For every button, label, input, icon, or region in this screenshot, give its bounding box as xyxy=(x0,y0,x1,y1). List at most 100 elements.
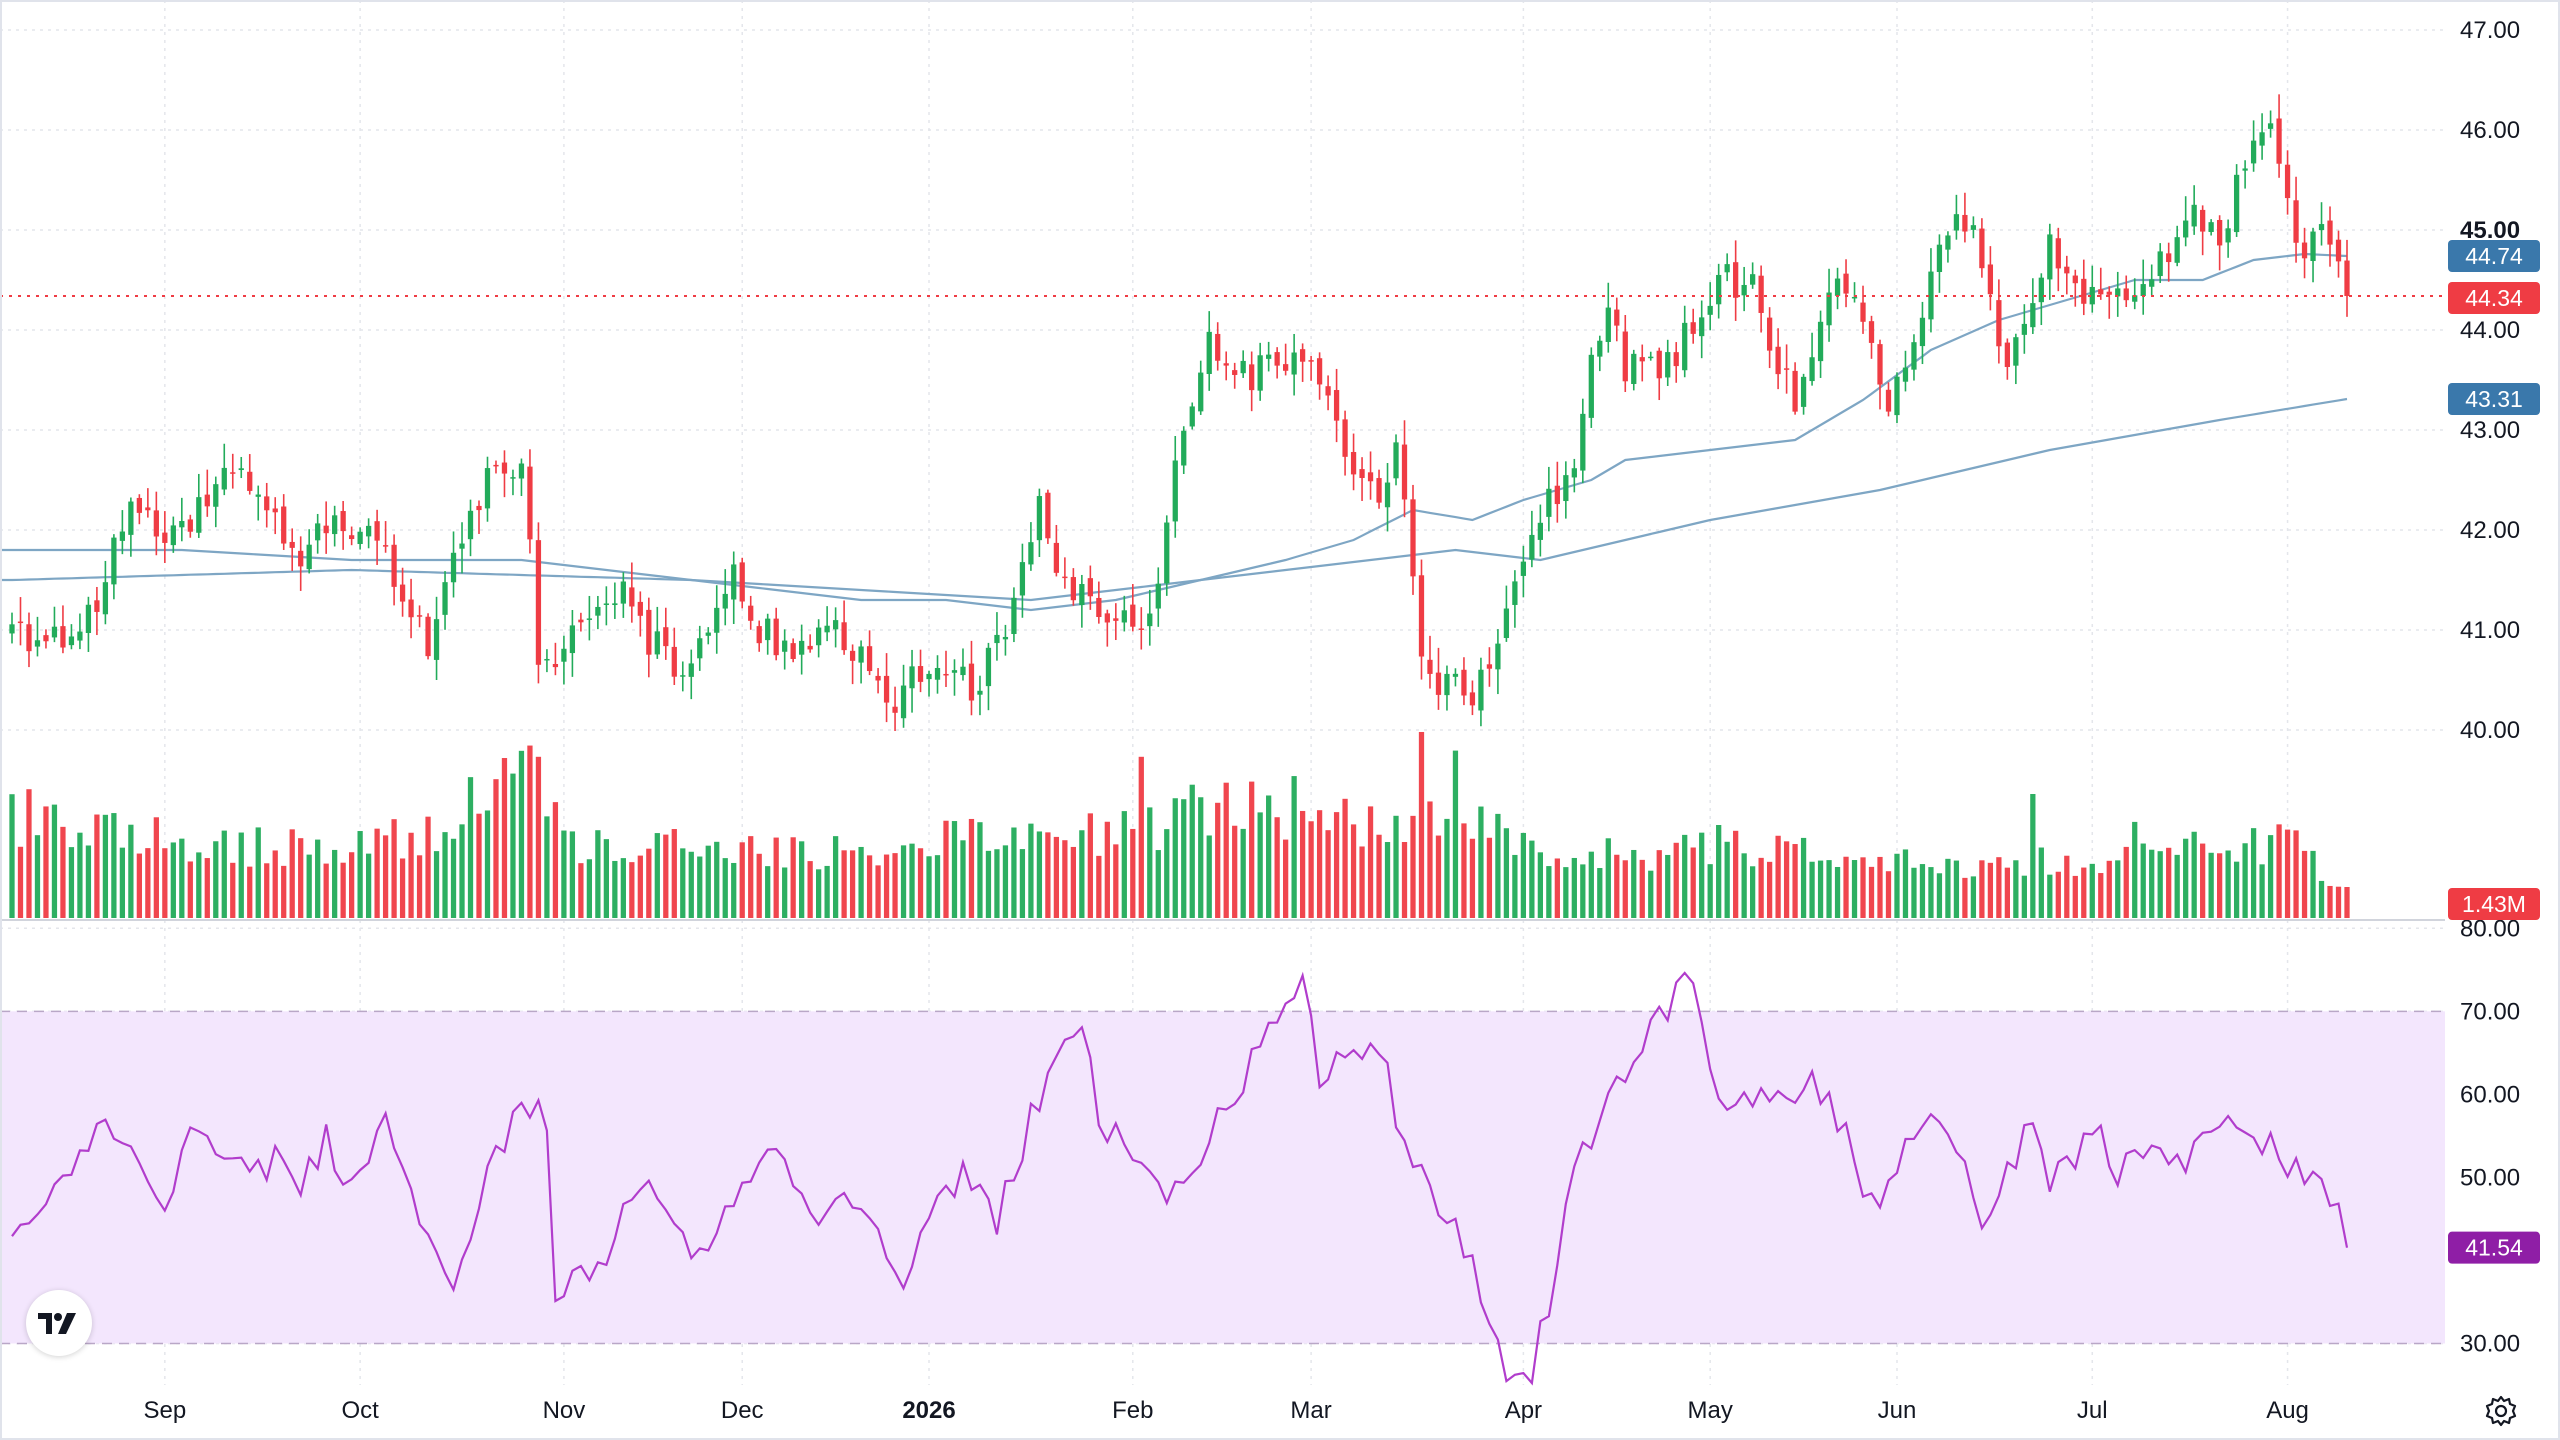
candle-body xyxy=(1011,597,1017,635)
ma-200-badge: 43.31 xyxy=(2465,386,2523,412)
volume-bar xyxy=(1478,806,1484,918)
volume-bar xyxy=(1070,846,1076,918)
volume-bar xyxy=(595,830,601,918)
candle-body xyxy=(2055,238,2061,269)
candle-body xyxy=(807,645,813,650)
candle-body xyxy=(34,640,41,647)
candle-body xyxy=(765,618,771,641)
volume-bar xyxy=(1232,825,1238,918)
volume-bar xyxy=(501,758,508,918)
candle-body xyxy=(1096,597,1102,617)
candle-body xyxy=(816,627,822,646)
tradingview-logo[interactable] xyxy=(26,1290,92,1356)
candle-body xyxy=(2030,303,2036,328)
candle-body xyxy=(1053,542,1060,573)
volume-bar xyxy=(1104,821,1110,918)
candle-body xyxy=(433,619,440,660)
candle-body xyxy=(1232,370,1238,375)
volume-bar xyxy=(2149,849,2155,918)
candle-body xyxy=(535,540,542,665)
volume-bar xyxy=(2064,855,2070,918)
volume-bar xyxy=(1249,781,1255,918)
volume-bar xyxy=(2183,838,2189,918)
candle-body xyxy=(2004,342,2010,367)
volume-bar xyxy=(832,836,839,918)
volume-bar xyxy=(2225,850,2231,918)
volume-bar xyxy=(1299,810,1306,918)
volume-bar xyxy=(1019,849,1026,918)
candle-body xyxy=(2140,284,2146,296)
volume-bar xyxy=(1427,801,1433,918)
volume-bar xyxy=(1503,828,1510,918)
volume-bar xyxy=(731,862,737,918)
candle-body xyxy=(94,600,100,612)
volume-bar xyxy=(467,777,474,918)
volume-bar xyxy=(1588,851,1594,918)
candle-body xyxy=(1019,562,1026,596)
volume-bar xyxy=(264,863,270,918)
rsi-badge: 41.54 xyxy=(2465,1235,2523,1261)
candle-body xyxy=(2310,231,2316,262)
candle-body xyxy=(654,631,660,655)
price-axis[interactable]: 47.00 46.00 45.00 44.00 43.00 42.00 41.00 40.00… xyxy=(2460,17,2520,1357)
candle-body xyxy=(1928,271,1934,320)
candlesticks[interactable] xyxy=(9,94,2350,732)
volume-bar xyxy=(1546,866,1552,918)
rsi-tick-label: 60.00 xyxy=(2460,1081,2520,1108)
candle-body xyxy=(77,631,83,641)
candle-body xyxy=(2021,323,2027,335)
gear-icon[interactable] xyxy=(2484,1394,2518,1428)
candle-body xyxy=(1512,581,1518,605)
candle-body xyxy=(332,515,338,535)
volume-bar xyxy=(960,840,966,918)
time-axis[interactable]: Sep Oct Nov Dec 2026 Feb Mar Apr May Jun Jul Aug xyxy=(143,1397,2308,1424)
candle-body xyxy=(2166,253,2172,263)
candle-body xyxy=(1308,360,1314,362)
candle-body xyxy=(1970,225,1977,230)
volume-bar xyxy=(748,836,754,918)
candle-body xyxy=(1427,659,1433,674)
volume-bar xyxy=(1316,810,1323,918)
volume-bar xyxy=(680,848,686,918)
candle-body xyxy=(1486,664,1493,669)
volume-bar xyxy=(323,863,329,918)
volume-bar xyxy=(170,842,176,918)
volume-bar xyxy=(883,854,890,918)
volume-bar xyxy=(1045,832,1051,918)
volume-bar xyxy=(2132,821,2138,918)
price-tick-label: 44.00 xyxy=(2460,317,2520,344)
volume-bar xyxy=(433,851,440,918)
candle-body xyxy=(1868,321,1875,343)
candle-body xyxy=(1834,278,1841,296)
volume-bar xyxy=(2004,867,2010,918)
volume-bar xyxy=(1274,817,1280,918)
price-tick-label: 46.00 xyxy=(2460,117,2520,144)
candle-body xyxy=(1410,499,1416,577)
candle-body xyxy=(1240,360,1246,374)
candle-body xyxy=(2208,222,2214,233)
ma-200-badge-bg xyxy=(2448,383,2540,415)
candle-body xyxy=(2327,220,2333,245)
candle-body xyxy=(824,625,830,633)
candle-body xyxy=(128,501,134,535)
candle-body xyxy=(722,593,728,609)
volume-bar xyxy=(1410,815,1416,918)
candle-body xyxy=(1070,577,1076,601)
volume-bar xyxy=(1970,876,1977,918)
candle-body xyxy=(2149,279,2155,287)
volume-bar xyxy=(1002,845,1009,918)
volume-bar xyxy=(247,866,253,918)
volume-bar xyxy=(1172,798,1178,918)
candle-body xyxy=(1384,482,1391,508)
volume-bar xyxy=(1461,823,1467,918)
candle-body xyxy=(620,581,626,604)
candle-body xyxy=(2233,174,2240,233)
candle-body xyxy=(544,658,550,661)
candle-body xyxy=(2344,260,2350,296)
volume-bar xyxy=(2174,854,2180,918)
volume-bar xyxy=(85,845,92,918)
candle-body xyxy=(1274,352,1280,366)
candle-body xyxy=(1121,610,1127,623)
candle-body xyxy=(1028,542,1034,565)
